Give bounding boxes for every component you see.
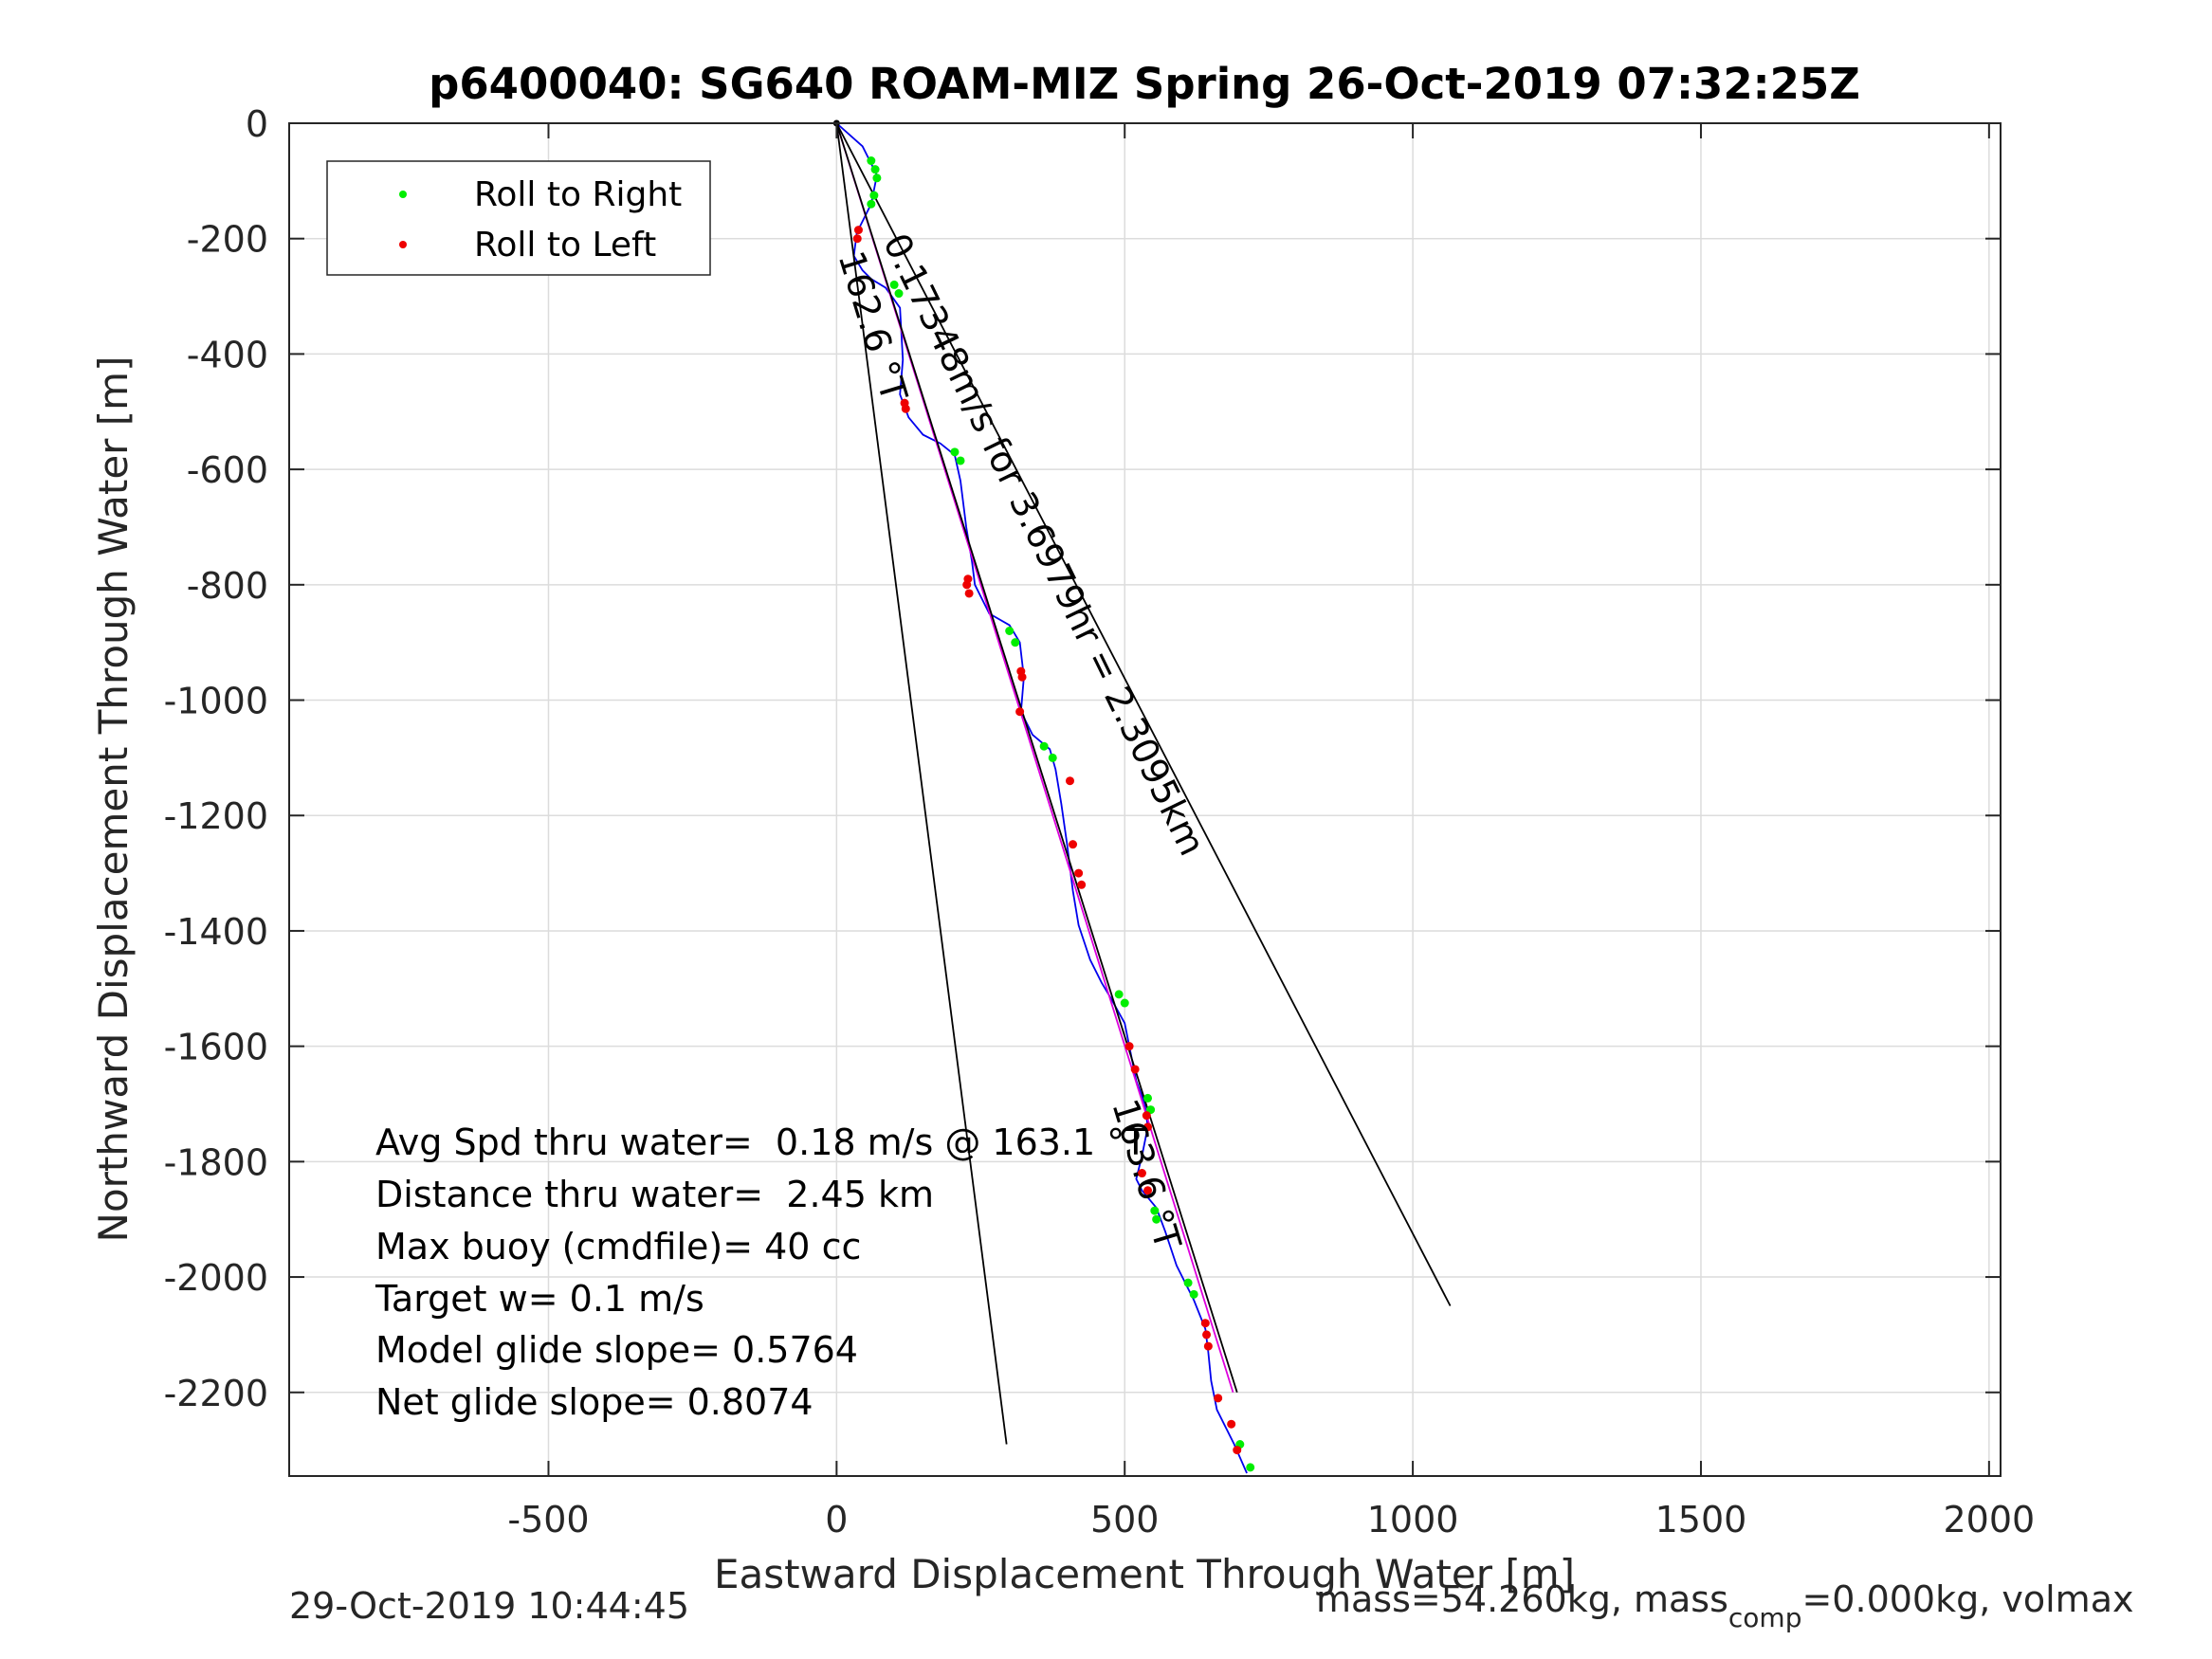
data-point xyxy=(1074,868,1084,878)
data-point xyxy=(1130,1065,1140,1074)
data-point xyxy=(853,226,863,235)
data-point xyxy=(1202,1330,1212,1340)
legend: Roll to Right Roll to Left xyxy=(326,160,711,276)
data-point xyxy=(962,580,972,590)
x-tick-label: 1500 xyxy=(1655,1499,1747,1540)
data-point xyxy=(1183,1278,1193,1287)
data-point xyxy=(1246,1463,1255,1472)
data-point xyxy=(1143,1186,1153,1195)
grid xyxy=(289,122,2001,1476)
y-tick-label: -1000 xyxy=(164,681,268,722)
data-point xyxy=(956,456,965,465)
data-point xyxy=(1011,638,1020,647)
data-point xyxy=(1150,1206,1160,1215)
y-tick-label: -2200 xyxy=(164,1373,268,1414)
series-line xyxy=(835,122,1008,1445)
y-tick-label: -1600 xyxy=(164,1027,268,1068)
info-line-avg-speed: Avg Spd thru water= 0.18 m/s @ 163.1 °T xyxy=(375,1121,1147,1163)
data-point xyxy=(1039,741,1049,751)
legend-marker-roll-left xyxy=(399,241,407,248)
y-axis-label: Northward Displacement Through Water [m] xyxy=(90,356,137,1243)
info-line-distance: Distance thru water= 2.45 km xyxy=(375,1174,934,1215)
data-point xyxy=(867,199,876,209)
data-point xyxy=(1143,1093,1153,1103)
data-point xyxy=(1077,880,1087,889)
y-tick-label: 0 xyxy=(246,103,268,145)
info-line-model-glide: Model glide slope= 0.5764 xyxy=(375,1329,858,1371)
y-tick-label: -1800 xyxy=(164,1141,268,1183)
data-point xyxy=(1120,998,1129,1008)
series-line xyxy=(835,122,1452,1306)
data-point xyxy=(870,165,880,174)
data-point xyxy=(1152,1214,1161,1224)
chart-title: p6400040: SG640 ROAM-MIZ Spring 26-Oct-2… xyxy=(429,59,1860,109)
data-point xyxy=(901,404,910,413)
data-point xyxy=(1114,990,1124,999)
data-point xyxy=(867,156,876,166)
data-point xyxy=(872,173,882,183)
info-line-net-glide: Net glide slope= 0.8074 xyxy=(375,1381,814,1423)
info-line-target-w: Target w= 0.1 m/s xyxy=(375,1278,704,1320)
info-line-max-buoy: Max buoy (cmdfile)= 40 cc xyxy=(375,1226,861,1267)
data-point xyxy=(894,289,904,299)
data-point xyxy=(1189,1289,1198,1299)
data-point xyxy=(1015,707,1025,717)
data-point xyxy=(1065,776,1074,786)
axis-ticks: -500 0 500 1000 1500 2000 0 -200 -400 -600 -800 -10… xyxy=(164,103,2036,1540)
x-tick-label: 1000 xyxy=(1367,1499,1459,1540)
x-tick-label: 500 xyxy=(1090,1499,1160,1540)
plot-background xyxy=(289,123,2001,1476)
legend-box xyxy=(326,160,711,276)
x-tick-label: 0 xyxy=(825,1499,848,1540)
footer-mass-sub: comp xyxy=(1728,1602,1802,1633)
series-points xyxy=(832,119,1255,1472)
data-point xyxy=(1137,1169,1146,1178)
legend-label-roll-right: Roll to Right xyxy=(474,175,682,214)
footer-timestamp: 29-Oct-2019 10:44:45 xyxy=(289,1585,689,1627)
y-tick-label: -800 xyxy=(187,565,268,607)
y-tick-label: -600 xyxy=(187,449,268,491)
legend-marker-roll-right xyxy=(399,191,407,198)
data-point xyxy=(950,447,960,457)
data-point xyxy=(1214,1394,1223,1403)
x-tick-label: 2000 xyxy=(1943,1499,2035,1540)
y-tick-label: -2000 xyxy=(164,1257,268,1299)
info-text: Avg Spd thru water= 0.18 m/s @ 163.1 °T … xyxy=(375,1121,1147,1423)
data-point xyxy=(1005,627,1015,636)
series-line xyxy=(835,122,1238,1394)
x-axis-label: Eastward Displacement Through Water [m] xyxy=(714,1551,1575,1597)
y-tick-label: -1200 xyxy=(164,795,268,837)
data-point xyxy=(852,234,862,244)
y-tick-label: -200 xyxy=(187,219,268,261)
series-lines xyxy=(835,122,1452,1474)
data-point xyxy=(1227,1419,1236,1429)
data-point xyxy=(1048,753,1057,762)
x-tick-label: -500 xyxy=(507,1499,589,1540)
data-point xyxy=(889,280,899,289)
data-point xyxy=(1124,1042,1134,1051)
footer-mass-prefix: mass=54.260kg, mass xyxy=(1316,1578,1728,1620)
series-line xyxy=(835,122,1248,1474)
data-point xyxy=(1200,1319,1210,1328)
data-point xyxy=(1142,1111,1151,1121)
data-point xyxy=(964,589,974,598)
legend-label-roll-left: Roll to Left xyxy=(474,226,656,264)
y-tick-label: -400 xyxy=(187,334,268,375)
data-point xyxy=(1069,840,1078,849)
footer-mass-suffix: =0.000kg, volmax xyxy=(1801,1578,2134,1620)
plot-frame xyxy=(288,122,2002,1477)
data-point xyxy=(1233,1446,1242,1455)
data-point xyxy=(1143,1122,1153,1132)
data-point xyxy=(1203,1341,1213,1351)
y-tick-label: -1400 xyxy=(164,911,268,953)
data-point xyxy=(1017,672,1027,682)
footer-mass: mass=54.260kg, masscomp=0.000kg, volmax xyxy=(1316,1578,2133,1633)
data-point xyxy=(869,191,879,200)
